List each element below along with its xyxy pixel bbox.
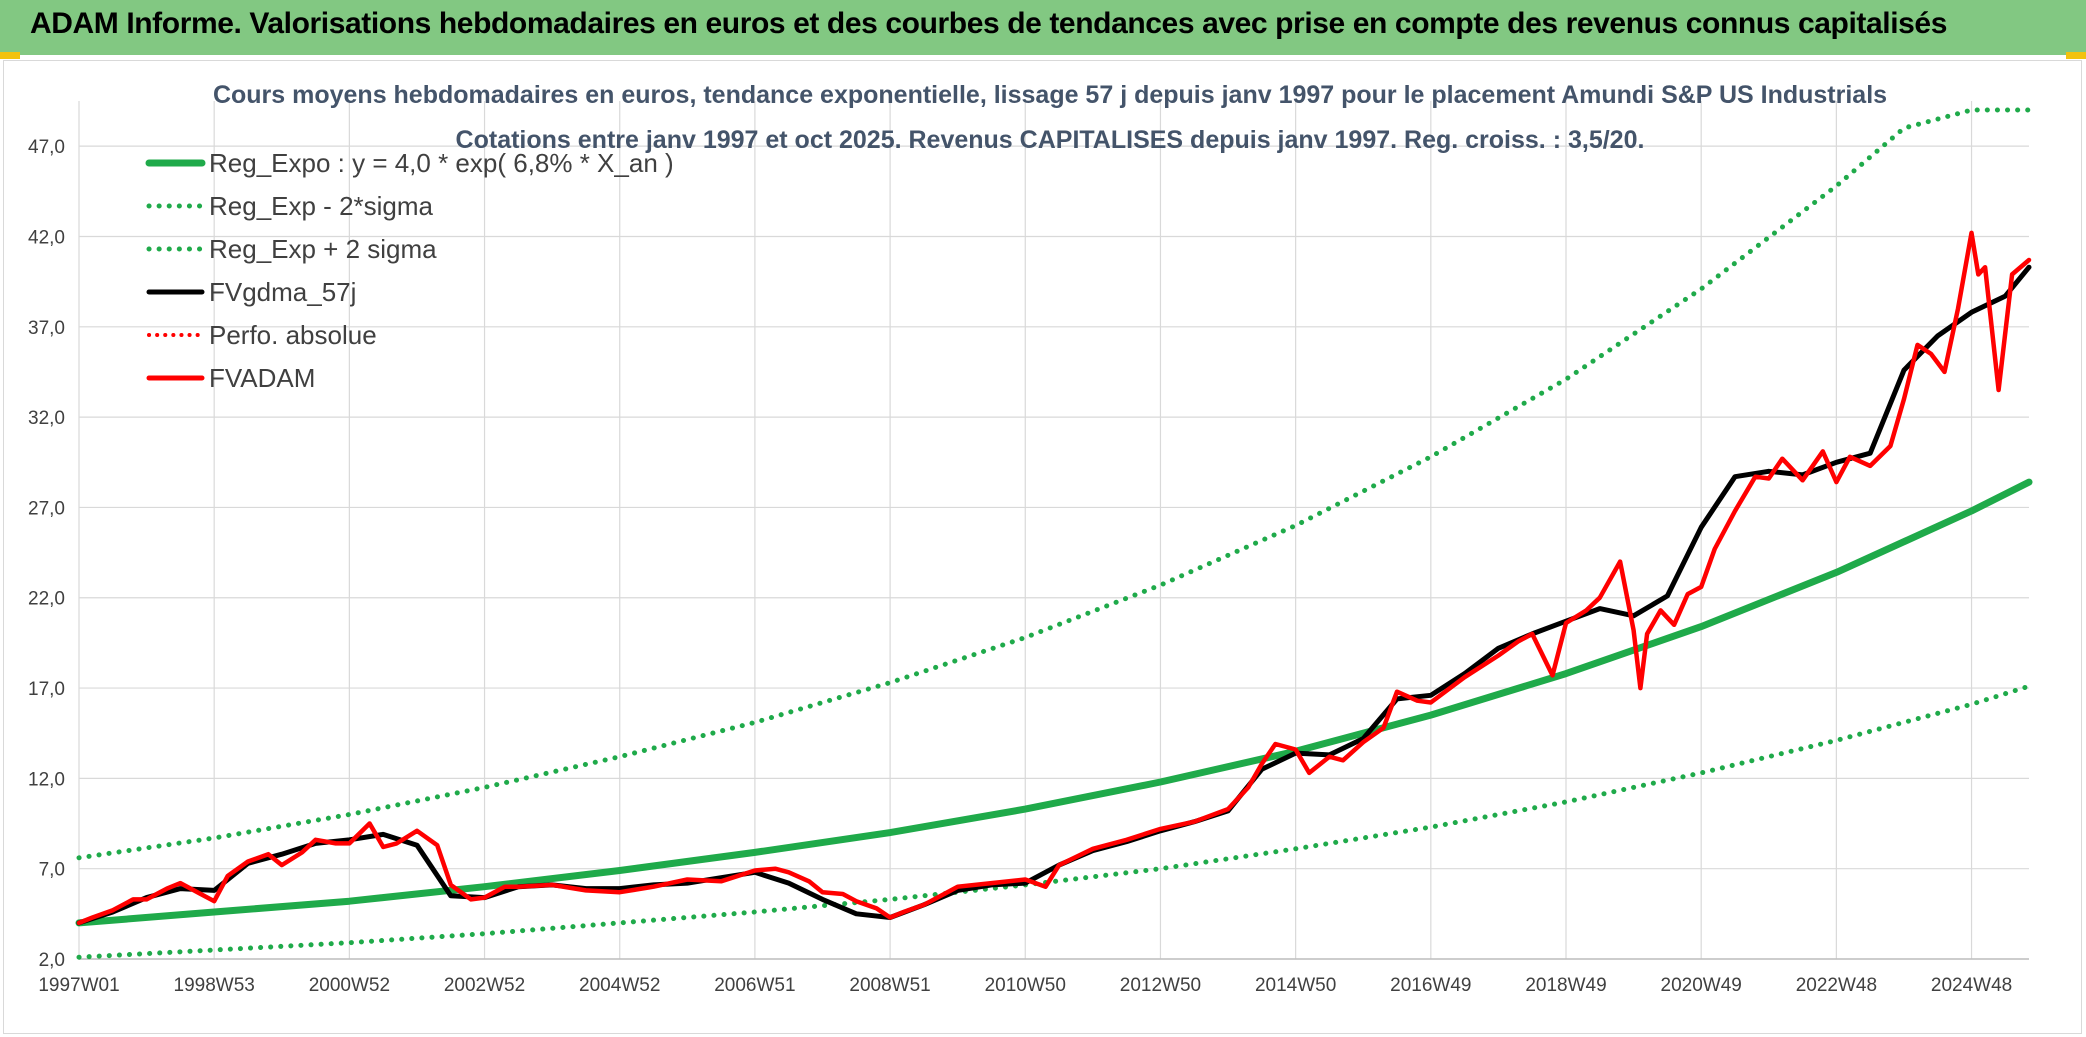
series-lines (75, 107, 2033, 960)
y-tick-label: 47,0 (28, 137, 65, 158)
chart-svg: Cours moyens hebdomadaires en euros, ten… (28, 81, 2033, 996)
x-tick-label: 1998W53 (174, 975, 255, 996)
x-tick-label: 2014W50 (1255, 975, 1336, 996)
x-tick-label: 1997W01 (38, 975, 119, 996)
y-tick-label: 37,0 (28, 318, 65, 339)
y-axis-labels: 2,0 7,0 12,0 17,0 22,0 27,0 32,0 37,0 42,0 47,0 (28, 137, 65, 971)
x-tick-label: 2002W52 (444, 975, 525, 996)
chart-area: Cours moyens hebdomadaires en euros, ten… (3, 60, 2082, 1034)
y-tick-label: 27,0 (28, 498, 65, 519)
right-corner-accent (2066, 52, 2086, 59)
y-tick-label: 22,0 (28, 589, 65, 610)
y-tick-label: 32,0 (28, 408, 65, 429)
x-tick-label: 2000W52 (309, 975, 390, 996)
header-banner: ADAM Informe. Valorisations hebdomadaire… (0, 0, 2086, 55)
y-tick-label: 42,0 (28, 227, 65, 248)
legend-label: Reg_Exp - 2*sigma (209, 191, 434, 221)
x-tick-label: 2024W48 (1931, 975, 2012, 996)
regression-line (75, 478, 2033, 927)
chart-title-line-1: Cours moyens hebdomadaires en euros, ten… (213, 81, 1887, 109)
page-title: ADAM Informe. Valorisations hebdomadaire… (30, 7, 1947, 40)
legend: Reg_Expo : y = 4,0 * exp( 6,8% * X_an ) R… (145, 148, 674, 393)
x-tick-label: 2006W51 (714, 975, 795, 996)
legend-label: FVgdma_57j (209, 277, 356, 307)
x-axis-labels: 1997W01 1998W53 2000W52 2002W52 2004W52 2006W… (38, 975, 2012, 996)
x-tick-label: 2020W49 (1661, 975, 1742, 996)
legend-label: Reg_Exp + 2 sigma (209, 234, 437, 264)
grid (78, 101, 2029, 960)
y-tick-label: 2,0 (39, 950, 65, 971)
x-tick-label: 2022W48 (1796, 975, 1877, 996)
fvadam-line (76, 230, 2032, 926)
chart-title-line-2: Cotations entre janv 1997 et oct 2025. R… (456, 126, 1645, 154)
legend-label: FVADAM (209, 363, 315, 393)
legend-label: Reg_Expo : y = 4,0 * exp( 6,8% * X_an ) (209, 148, 674, 178)
x-tick-label: 2018W49 (1525, 975, 1606, 996)
x-tick-label: 2012W50 (1120, 975, 1201, 996)
upper-band-line (76, 107, 2032, 861)
lower-band-line (76, 683, 2032, 960)
x-tick-label: 2008W51 (849, 975, 930, 996)
x-tick-label: 2004W52 (579, 975, 660, 996)
legend-label: Perfo. absolue (209, 320, 377, 350)
left-corner-accent (0, 52, 20, 59)
y-tick-label: 17,0 (28, 679, 65, 700)
x-tick-label: 2016W49 (1390, 975, 1471, 996)
y-tick-label: 7,0 (39, 860, 65, 881)
x-tick-label: 2010W50 (985, 975, 1066, 996)
y-tick-label: 12,0 (28, 769, 65, 790)
